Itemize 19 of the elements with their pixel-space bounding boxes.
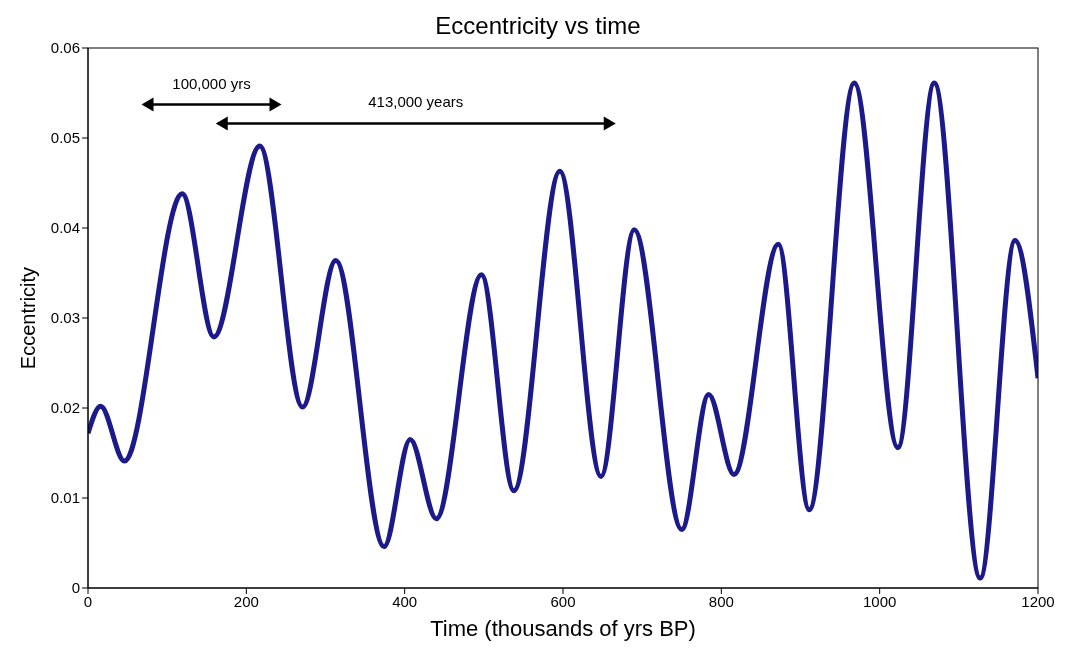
y-tick-label: 0.05	[50, 129, 80, 147]
y-tick-label: 0.03	[50, 309, 80, 327]
x-tick-label: 1000	[862, 592, 897, 610]
chart-title: Eccentricity vs time	[434, 12, 642, 40]
x-tick-label: 1200	[1021, 592, 1055, 610]
y-axis-title: Eccentricity	[17, 266, 40, 370]
x-tick-label: 800	[708, 592, 734, 610]
x-tick-label: 400	[392, 592, 418, 610]
y-tick-label: 0.04	[50, 219, 80, 237]
y-tick-label: 0.02	[50, 399, 80, 417]
x-tick-label: 200	[233, 592, 259, 610]
y-tick-label: 0	[71, 579, 80, 597]
y-tick-label: 0.06	[50, 39, 80, 57]
y-tick-label: 0.01	[50, 489, 80, 507]
annotation: 413,000 years	[368, 93, 464, 111]
x-tick-label: 600	[550, 592, 576, 610]
x-tick-label: 0	[83, 592, 93, 610]
annotation: 100,000 yrs	[172, 74, 251, 92]
x-axis-title: Time (thousands of yrs BP)	[430, 616, 696, 641]
